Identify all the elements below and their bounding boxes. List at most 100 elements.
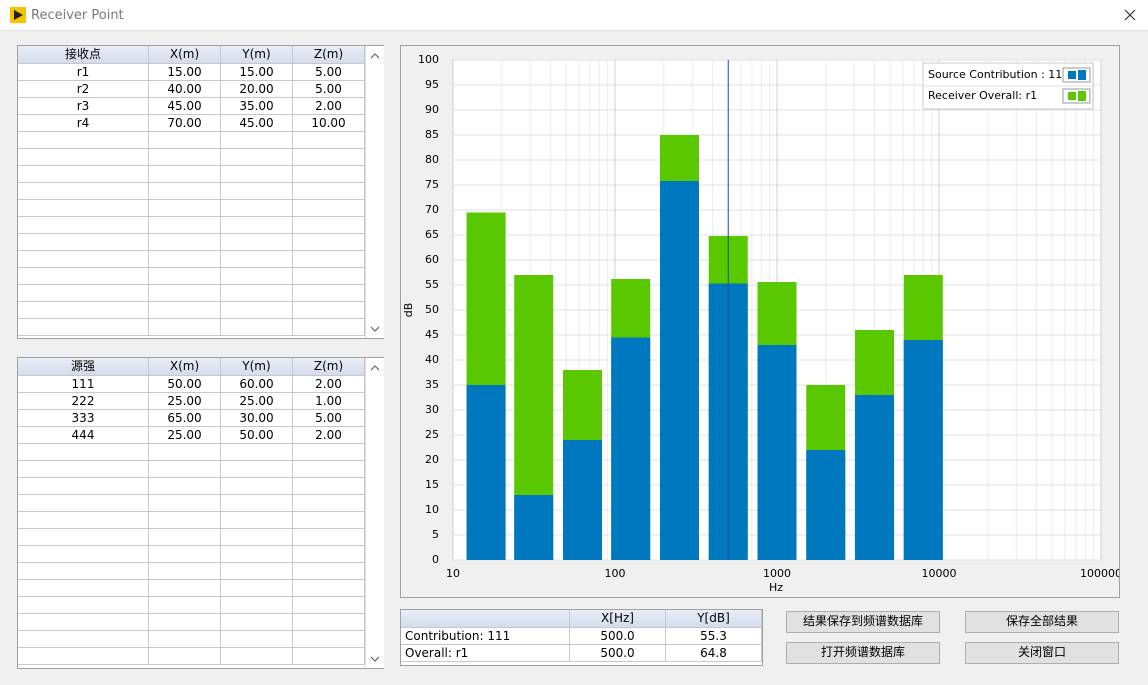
empty-cell [149,478,221,495]
header-cell: X(m) [149,358,221,376]
empty-cell [149,512,221,529]
legend-swatch [1078,70,1086,80]
empty-cell [221,302,293,319]
x-tick-label: 1000 [763,567,791,580]
window-title: Receiver Point [31,8,124,23]
legend-swatch [1068,71,1076,79]
source-table: 源强 X(m) Y(m) Z(m) 111 50.00 60.00 2.00 222 25.00 2… [17,357,384,669]
header-cell: Y(m) [221,358,293,376]
empty-cell [18,546,149,563]
empty-cell [293,149,365,166]
table-cell: Overall: r1 [401,645,570,662]
empty-cell [221,149,293,166]
scroll-down-arrow[interactable] [366,324,384,336]
legend-swatch [1078,91,1086,101]
empty-cell [149,319,221,336]
empty-cell [221,461,293,478]
empty-cell [293,166,365,183]
header-cell: X[Hz] [570,610,666,628]
scroll-down[interactable] [366,654,384,666]
table-cell: Contribution: 111 [401,628,570,645]
table-cell: 500.0 [570,645,666,662]
button[interactable]: 打开频谱数据库 [786,642,940,664]
empty-cell [293,478,365,495]
header-cell: 源强 [18,358,149,376]
empty-cell [149,529,221,546]
bar [466,385,506,560]
button[interactable]: 结果保存到频谱数据库 [786,611,940,633]
empty-cell [293,302,365,319]
empty-cell [18,251,149,268]
table-cell: 45.00 [221,115,293,132]
y-tick-label: 15 [425,478,439,491]
scrollbar[interactable] [365,46,384,338]
empty-cell [221,251,293,268]
empty-cell [149,614,221,631]
empty-cell [149,234,221,251]
table-cell: 2.00 [293,427,365,444]
table-cell: 50.00 [221,427,293,444]
empty-cell [293,580,365,597]
empty-cell [221,444,293,461]
empty-cell [18,478,149,495]
empty-cell [293,648,365,665]
empty-cell [293,132,365,149]
scroll-down-arrow[interactable] [366,654,384,666]
bar [757,345,797,560]
empty-cell [221,648,293,665]
x-axis-label: Hz [769,581,783,594]
table-cell: 70.00 [149,115,221,132]
table-cell: 64.8 [666,645,762,662]
button[interactable]: 保存全部结果 [965,611,1119,633]
bar [514,495,554,560]
header-cell: Z(m) [293,358,365,376]
table-cell: 444 [18,427,149,444]
scrollbar[interactable] [365,358,384,668]
table-cell: 5.00 [293,410,365,427]
table-cell: 40.00 [149,81,221,98]
empty-cell [221,217,293,234]
empty-cell [221,614,293,631]
empty-cell [293,251,365,268]
empty-cell [149,132,221,149]
empty-cell [293,461,365,478]
table-cell: r4 [18,115,149,132]
legend-label: Source Contribution : 111 [928,68,1069,81]
table-cell: 15.00 [221,64,293,81]
empty-cell [18,166,149,183]
empty-cell [221,183,293,200]
y-tick-label: 95 [425,78,439,91]
x-tick-label: 100000 [1080,567,1119,580]
table-cell: 50.00 [149,376,221,393]
bar [562,440,602,560]
header-cell [401,610,570,628]
button[interactable]: 关闭窗口 [965,642,1119,664]
empty-cell [293,200,365,217]
empty-cell [149,302,221,319]
scroll-arrows[interactable] [366,358,384,668]
bar [659,181,699,560]
table-cell: 45.00 [149,98,221,115]
table-cell: 5.00 [293,81,365,98]
empty-cell [149,495,221,512]
x-tick-label: 10000 [922,567,957,580]
close-button[interactable] [1124,9,1136,21]
empty-cell [293,183,365,200]
empty-cell [149,200,221,217]
table-cell: 222 [18,393,149,410]
y-tick-label: 0 [432,553,439,566]
empty-cell [18,461,149,478]
bar [855,395,895,560]
header-cell: X(m) [149,46,221,64]
empty-cell [18,597,149,614]
empty-cell [221,580,293,597]
scroll-arrows[interactable] [366,46,384,338]
empty-cell [18,614,149,631]
table-cell: r1 [18,64,149,81]
y-tick-label: 65 [425,228,439,241]
y-tick-label: 100 [418,53,439,66]
empty-cell [18,444,149,461]
scroll-down[interactable] [366,324,384,336]
y-tick-label: 55 [425,278,439,291]
empty-cell [293,495,365,512]
